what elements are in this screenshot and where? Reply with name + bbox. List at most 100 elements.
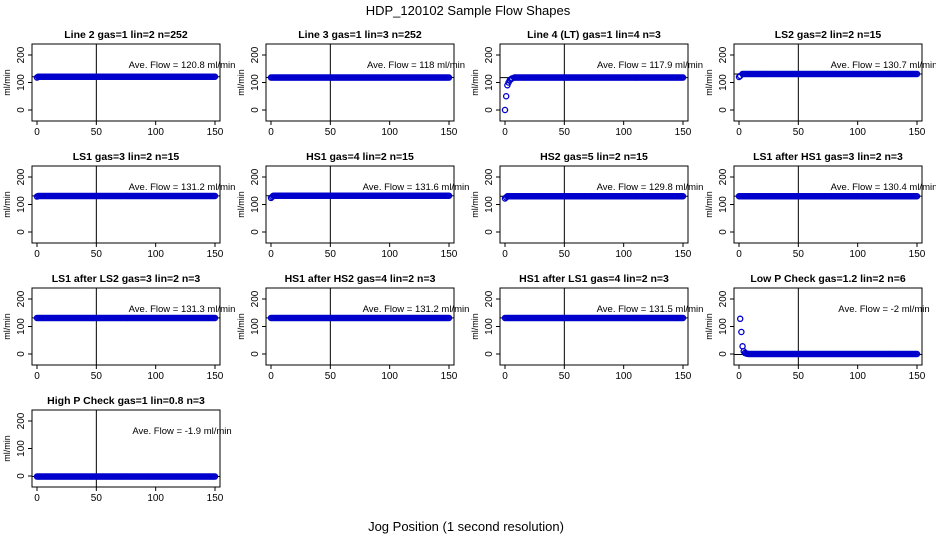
x-tick-label: 150: [909, 127, 926, 138]
y-tick-label: 0: [718, 351, 729, 357]
chart-panel: HS1 after HS2 gas=4 lin=2 n=3 0 50 100 150 0 1…: [236, 273, 469, 382]
x-tick-label: 50: [91, 249, 103, 260]
chart-panel: Line 3 gas=1 lin=3 n=252 0 50 100 150 0 100 200…: [236, 29, 465, 138]
plot-frame: [31, 43, 221, 122]
data-point: [736, 315, 744, 323]
data-point: [679, 314, 687, 322]
ave-flow-annotation: Ave. Flow = 131.3 ml/min: [129, 304, 236, 315]
ave-flow-annotation: Ave. Flow = 120.8 ml/min: [129, 60, 236, 71]
panels: Line 2 gas=1 lin=2 n=252 0 50 100 150 0 100 200…: [2, 29, 936, 504]
x-tick-label: 100: [381, 249, 398, 260]
panel-title: Line 2 gas=1 lin=2 n=252: [64, 29, 188, 41]
panel-title: Line 3 gas=1 lin=3 n=252: [298, 29, 422, 41]
x-tick-label: 0: [736, 249, 742, 260]
chart-panel: LS1 after HS1 gas=3 lin=2 n=3 0 50 100 150 0 1…: [704, 151, 936, 260]
y-tick-label: 200: [250, 46, 261, 63]
x-tick-label: 100: [849, 127, 866, 138]
y-tick-label: 100: [16, 440, 27, 457]
x-tick-label: 50: [793, 249, 805, 260]
y-tick-label: 100: [250, 318, 261, 335]
x-tick-label: 50: [91, 127, 103, 138]
x-tick-label: 150: [207, 371, 224, 382]
y-tick-label: 200: [250, 290, 261, 307]
y-tick-label: 200: [484, 290, 495, 307]
y-tick-label: 100: [250, 74, 261, 91]
plot-frame: [31, 287, 221, 366]
y-tick-label: 100: [484, 196, 495, 213]
chart-panel: Line 4 (LT) gas=1 lin=4 n=3 0 50 100 150 0 100…: [470, 29, 703, 138]
data-point: [913, 70, 921, 78]
ave-flow-annotation: Ave. Flow = 131.6 ml/min: [363, 182, 470, 193]
data-point: [211, 314, 219, 322]
x-tick-label: 100: [849, 249, 866, 260]
ave-flow-annotation: Ave. Flow = 130.7 ml/min: [831, 60, 936, 71]
y-tick-label: 0: [484, 229, 495, 235]
y-tick-label: 0: [718, 229, 729, 235]
chart-panel: LS2 gas=2 lin=2 n=15 0 50 100 150 0 100 200 ml/m…: [704, 29, 936, 138]
y-axis-label: ml/min: [470, 313, 480, 340]
x-tick-label: 100: [849, 371, 866, 382]
y-axis-label: ml/min: [236, 191, 246, 218]
y-tick-label: 0: [16, 107, 27, 113]
x-tick-label: 150: [441, 371, 458, 382]
data-point: [501, 106, 509, 114]
y-tick-label: 0: [250, 229, 261, 235]
x-tick-label: 0: [736, 127, 742, 138]
y-tick-label: 0: [484, 107, 495, 113]
x-tick-label: 100: [615, 127, 632, 138]
chart-panel: LS1 gas=3 lin=2 n=15 0 50 100 150 0 100 200 ml/m…: [2, 151, 235, 260]
chart-panel: Line 2 gas=1 lin=2 n=252 0 50 100 150 0 100 200…: [2, 29, 235, 138]
y-tick-label: 200: [718, 46, 729, 63]
x-tick-label: 50: [325, 249, 337, 260]
y-tick-label: 100: [484, 74, 495, 91]
x-tick-label: 0: [268, 127, 274, 138]
y-axis-label: ml/min: [2, 191, 12, 218]
data-point: [913, 350, 921, 358]
y-tick-label: 100: [718, 74, 729, 91]
y-tick-label: 100: [16, 74, 27, 91]
data-point: [445, 192, 453, 199]
data-point: [445, 74, 453, 81]
x-tick-label: 100: [381, 371, 398, 382]
chart-panel: Low P Check gas=1.2 lin=2 n=6 0 50 100 150 0 1…: [704, 273, 930, 382]
x-tick-label: 150: [207, 493, 224, 504]
x-tick-label: 150: [675, 371, 692, 382]
x-tick-label: 100: [615, 249, 632, 260]
y-tick-label: 200: [16, 46, 27, 63]
y-tick-label: 200: [484, 168, 495, 185]
data-point: [211, 73, 219, 80]
y-axis-label: ml/min: [236, 313, 246, 340]
panel-title: Low P Check gas=1.2 lin=2 n=6: [750, 273, 905, 285]
x-tick-label: 100: [147, 249, 164, 260]
x-tick-label: 150: [207, 127, 224, 138]
x-tick-label: 150: [207, 249, 224, 260]
panel-title: HS2 gas=5 lin=2 n=15: [540, 151, 648, 163]
panel-title: HS1 after HS2 gas=4 lin=2 n=3: [285, 273, 436, 285]
chart-panel: High P Check gas=1 lin=0.8 n=3 0 50 100 150 0…: [2, 395, 232, 504]
plot-frame: [265, 165, 455, 244]
x-tick-label: 50: [91, 371, 103, 382]
y-tick-label: 100: [718, 318, 729, 335]
x-tick-label: 0: [34, 249, 40, 260]
ave-flow-annotation: Ave. Flow = -2 ml/min: [838, 304, 929, 315]
ave-flow-annotation: Ave. Flow = 118 ml/min: [367, 60, 465, 71]
x-tick-label: 0: [502, 127, 508, 138]
y-tick-label: 200: [718, 290, 729, 307]
panel-title: High P Check gas=1 lin=0.8 n=3: [47, 395, 205, 407]
plot-frame: [499, 165, 689, 244]
y-tick-label: 0: [16, 351, 27, 357]
data-point: [738, 328, 745, 336]
y-tick-label: 0: [250, 351, 261, 357]
plot-frame: [265, 43, 455, 122]
y-tick-label: 200: [484, 46, 495, 63]
panel-title: HS1 gas=4 lin=2 n=15: [306, 151, 414, 163]
plot-frame: [733, 43, 923, 122]
y-tick-label: 200: [16, 412, 27, 429]
y-tick-label: 200: [16, 290, 27, 307]
ave-flow-annotation: Ave. Flow = 131.2 ml/min: [129, 182, 236, 193]
x-tick-label: 50: [793, 127, 805, 138]
x-tick-label: 0: [736, 371, 742, 382]
x-tick-label: 50: [559, 371, 571, 382]
data-point: [679, 192, 687, 200]
